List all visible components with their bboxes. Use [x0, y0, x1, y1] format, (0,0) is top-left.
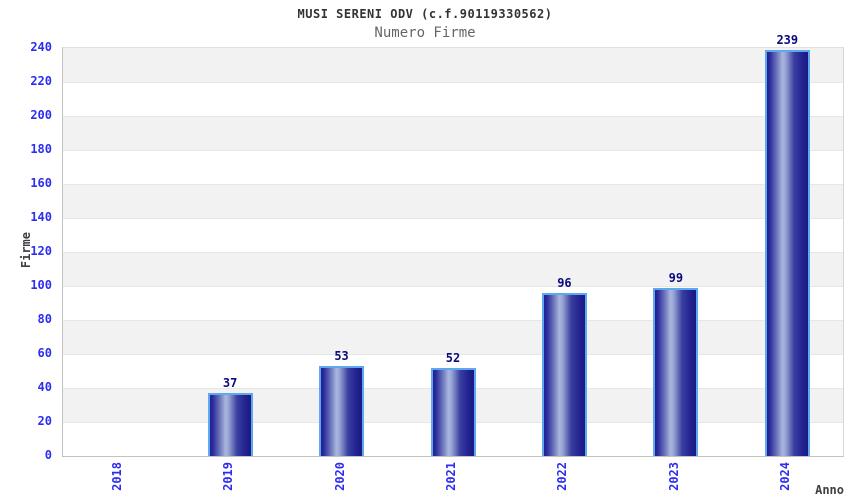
grid-band [63, 320, 843, 354]
bar-value-label-2020: 53 [334, 349, 349, 363]
y-tick-label-180: 180 [30, 142, 52, 156]
y-tick-label-120: 120 [30, 244, 52, 258]
x-axis-title: Anno [815, 483, 844, 497]
bar-value-label-2021: 52 [445, 351, 461, 365]
bar-value-label-2023: 99 [668, 271, 684, 285]
chart-subtitle: Numero Firme [374, 25, 476, 41]
bar-2023 [653, 288, 699, 456]
bar-2024 [764, 50, 810, 456]
bar-value-label-2024: 239 [776, 33, 799, 47]
bar-2021 [430, 368, 476, 456]
y-tick-label-0: 0 [44, 448, 52, 462]
y-tick-label-160: 160 [30, 176, 52, 190]
grid-band [63, 184, 843, 218]
x-tick-label-2018: 2018 [109, 462, 124, 491]
grid-band [63, 218, 843, 252]
bar-2022 [541, 293, 587, 456]
x-tick-label-2020: 2020 [332, 462, 347, 491]
bar-2020 [319, 366, 365, 456]
grid-band [63, 150, 843, 184]
y-tick-label-240: 240 [30, 40, 52, 54]
y-tick-label-80: 80 [37, 312, 52, 326]
x-tick-label-2019: 2019 [221, 462, 236, 491]
y-tick-label-200: 200 [30, 108, 52, 122]
grid-band [63, 286, 843, 320]
grid-band [63, 252, 843, 286]
x-tick-label-2023: 2023 [666, 462, 681, 491]
plot-area: 37 53 52 96 99 239 [62, 33, 844, 457]
grid-band [63, 116, 843, 150]
y-tick-label-220: 220 [30, 74, 52, 88]
grid-band [63, 82, 843, 116]
x-tick-label-2022: 2022 [555, 462, 570, 491]
y-tick-label-100: 100 [30, 278, 52, 292]
grid-band [63, 48, 843, 82]
y-tick-label-20: 20 [37, 414, 52, 428]
chart-title: MUSI SERENI ODV (c.f.90119330562) [297, 7, 553, 21]
bar-value-label-2022: 96 [557, 276, 572, 290]
bar-value-label-2019: 37 [222, 376, 238, 390]
bar-2019 [207, 393, 253, 456]
x-tick-label-2024: 2024 [778, 462, 793, 491]
y-tick-label-60: 60 [37, 346, 52, 360]
y-tick-label-40: 40 [37, 380, 52, 394]
y-tick-label-140: 140 [30, 210, 52, 224]
x-tick-label-2021: 2021 [444, 462, 458, 491]
